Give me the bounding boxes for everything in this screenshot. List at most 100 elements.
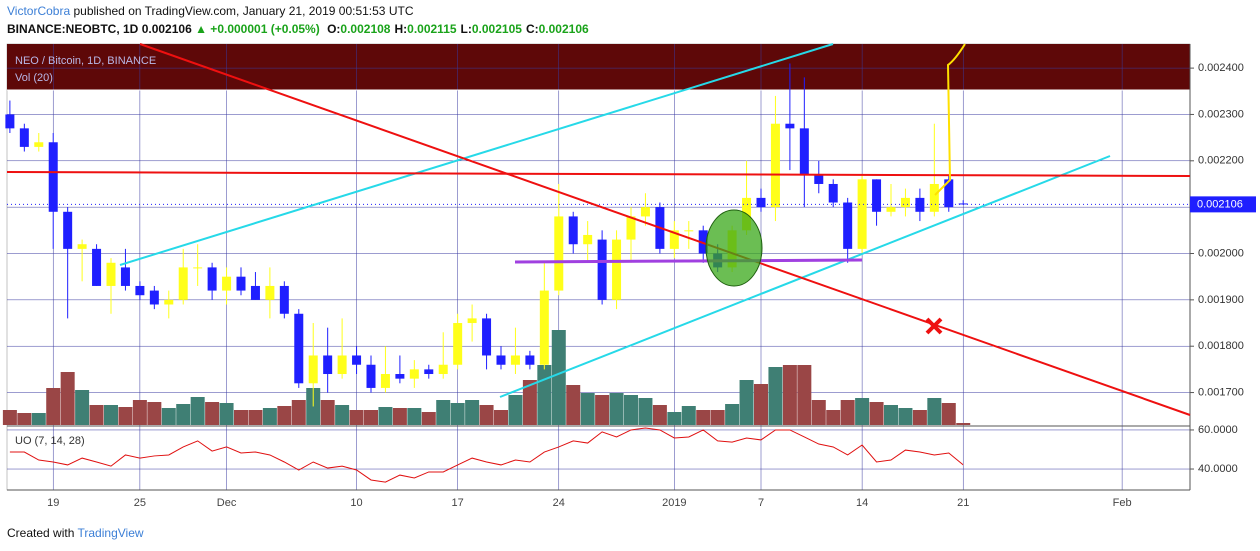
volume-bar [551, 330, 566, 425]
volume-bar [219, 403, 234, 425]
volume-bar [595, 395, 610, 425]
x-tick-label: 21 [957, 497, 969, 509]
candle-body [409, 369, 419, 379]
candle-body [785, 123, 795, 129]
x-tick-label: Dec [217, 497, 237, 509]
candle-body [424, 369, 434, 375]
projection [934, 43, 966, 196]
candle-body [164, 299, 174, 305]
volume-bar [768, 367, 783, 425]
author[interactable]: VictorCobra [7, 4, 71, 18]
candle-body [482, 318, 492, 356]
volume-bar [75, 390, 90, 425]
channel-line [499, 155, 1111, 398]
candle-body [453, 323, 463, 365]
volume-bar [494, 410, 508, 425]
volume-bar [364, 410, 378, 425]
candle-body [510, 355, 520, 365]
y-tick-label: 0.002300 [1198, 108, 1244, 120]
candle-body [828, 183, 838, 203]
volume-bar [306, 388, 321, 425]
y-tick-label: 0.001800 [1198, 340, 1244, 352]
highlight [705, 209, 763, 287]
candle-body [814, 174, 824, 184]
candle-body [944, 179, 954, 208]
candle-body [48, 142, 58, 212]
volume-bar [205, 402, 220, 425]
trend-line [139, 43, 1191, 416]
volume-bar [869, 402, 884, 425]
candle-body [250, 285, 260, 300]
candle-body [265, 285, 275, 300]
volume-bar [378, 407, 393, 425]
drawings [6, 43, 1191, 416]
volume-bar [132, 400, 147, 425]
x-tick-label: 14 [856, 497, 868, 509]
y2-tick-label: 40.0000 [1198, 463, 1238, 475]
volume-bar [248, 410, 263, 425]
x-tick-label: 19 [47, 497, 59, 509]
volume-bar [17, 413, 32, 425]
candle-body [135, 285, 145, 296]
candle-body [63, 211, 73, 249]
footer: Created with TradingView [7, 526, 144, 540]
candle-body [149, 290, 159, 305]
candle-body [669, 230, 679, 249]
uo-line [9, 427, 964, 483]
candle-body [279, 285, 289, 314]
candle-body [626, 216, 636, 240]
last-price-box [1190, 196, 1256, 213]
candle-body [597, 239, 607, 300]
resistance-zone [7, 44, 1190, 90]
volume-bar [436, 400, 451, 425]
x-tick-label: 2019 [662, 497, 686, 509]
y-tick-label: 0.002200 [1198, 155, 1244, 167]
volume-bar [89, 405, 104, 425]
volume-bar [349, 410, 364, 425]
last-price-label: 0.002106 [1197, 198, 1243, 210]
volume-bar [450, 403, 465, 425]
ohlc-value: 0.002106 [538, 22, 589, 36]
candle-body [857, 179, 867, 249]
volume-bar [797, 365, 812, 425]
legend-uo: UO (7, 14, 28) [15, 435, 85, 447]
x-tick-label: 17 [452, 497, 464, 509]
volume-bar [580, 393, 595, 425]
volume-bar [60, 372, 75, 425]
candle-body [554, 216, 564, 291]
brand[interactable]: TradingView [77, 526, 144, 540]
candle-body [612, 239, 622, 300]
volume-bar [176, 404, 191, 425]
candle-body [380, 374, 390, 388]
price: 0.002106 [141, 22, 192, 36]
candle-body [323, 355, 333, 375]
candle-body [308, 355, 318, 384]
volume-bar [826, 410, 841, 425]
y-tick-label: 0.002400 [1198, 62, 1244, 74]
horizontal-line [6, 171, 1191, 177]
volume-bar [667, 412, 682, 425]
volume-bar [2, 410, 17, 425]
volume-bar [696, 410, 711, 425]
volume-bar [624, 395, 638, 425]
y-tick-label: 0.001700 [1198, 386, 1244, 398]
volume-bar [681, 406, 696, 425]
volume-bar [31, 413, 46, 425]
volume-bar [725, 404, 740, 425]
candle-body [337, 355, 347, 375]
candle-body [799, 128, 809, 175]
volume-bar [884, 405, 898, 425]
volume-bar [161, 408, 176, 425]
volume-bar [522, 380, 537, 425]
candle-body [684, 230, 694, 232]
candle-body [395, 374, 405, 379]
candle-body [698, 230, 708, 254]
publish-line: VictorCobra published on TradingView.com… [7, 4, 413, 18]
x-tick-label: Feb [1113, 497, 1132, 509]
published: published on TradingView.com, January 21… [73, 4, 414, 18]
y-tick-label: 0.001900 [1198, 294, 1244, 306]
candle-body [193, 267, 203, 269]
volume-bar [811, 400, 826, 425]
candle-body [178, 267, 188, 300]
